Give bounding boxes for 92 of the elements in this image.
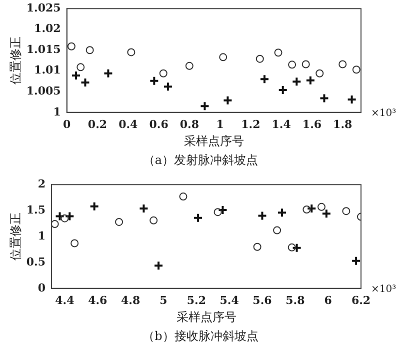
x-tick-label: 4.6 [88,294,108,307]
x-tick-label: 1.4 [272,118,292,131]
x-tick-label: 1.6 [302,118,322,131]
point [60,214,69,222]
point [278,84,288,95]
x-tick-label: 0.6 [149,118,169,131]
x-tick-label: 0.8 [180,118,200,131]
x-tick-label: 6 [324,294,332,307]
y-tick-label: 1.005 [26,84,61,98]
point [274,48,282,57]
x-tick-label: 5.8 [286,294,306,307]
point [292,76,302,87]
point [288,243,296,252]
x-tick-label: 0 [63,118,72,131]
y-tick-label: 1 [38,229,46,242]
x-axis-title: 采样点序号 [176,310,236,324]
point [302,206,311,214]
point [54,211,65,222]
point [71,70,82,80]
point [319,93,330,104]
point [86,46,94,54]
x-tick-label: 0.2 [88,118,108,131]
point [89,201,100,212]
point [185,62,194,70]
y-tick-label: 1.01 [34,64,61,77]
point [276,208,287,218]
point [288,60,296,69]
x-tick-label: 5.4 [220,294,240,307]
point [316,69,324,78]
point [52,220,59,228]
text: （a）发射脉冲斜坡点 [142,152,260,169]
point [346,94,357,105]
y-tick-label: 1.02 [34,22,61,36]
point [273,226,282,234]
point [200,101,210,112]
text: ×10³ [371,284,396,295]
x-tick-label: 5.2 [186,294,206,307]
point [257,210,268,221]
y-axis-title: 位置修正 [8,36,22,84]
y-tick-label: 2 [38,177,46,190]
x-tick-label: 4.4 [55,294,75,307]
point [218,205,228,216]
point [321,208,332,219]
point [219,53,228,62]
y-axis-title: 位置修正 [8,212,22,260]
text: （b）接收脉冲斜坡点 [142,328,260,345]
point [351,256,361,266]
point [302,60,310,68]
point [80,78,90,88]
point [193,212,204,223]
point [159,69,168,78]
y-tick-label: 0 [38,281,46,294]
point [338,60,347,68]
point [317,202,326,211]
x-axis-title: 采样点序号 [184,134,244,148]
point [154,260,164,271]
point [306,203,317,214]
y-tick-label: 1.015 [26,42,61,56]
point [342,207,350,216]
y-tick-label: 0.5 [26,255,46,268]
point [70,239,79,248]
x-tick-label: 4.8 [120,294,140,307]
y-tick-label: 1.025 [26,1,61,14]
x-tick-label: 1.2 [241,118,260,131]
point [179,192,188,201]
point [256,54,264,63]
point [115,218,124,226]
point [64,211,75,222]
x-tick-label: 1 [216,118,224,131]
point [127,48,136,56]
point [222,95,233,106]
point [214,208,222,216]
x-tick-label: 5.6 [252,294,272,307]
text: ×10³ [371,108,396,119]
point [259,74,270,84]
point [305,75,316,86]
y-tick-label: 1 [53,105,61,118]
point [76,63,85,72]
x-tick-label: 6.2 [351,294,371,307]
x-tick-label: 0.4 [118,118,138,131]
x-tick-label: 5 [160,294,168,307]
point [150,216,158,224]
point [138,203,149,214]
point [352,66,360,74]
point [162,82,173,92]
point [67,42,76,50]
point [103,68,114,78]
y-tick-label: 1.5 [26,203,46,216]
point [253,242,262,251]
point [292,242,302,253]
point [149,76,160,86]
x-tick-label: 1.8 [333,118,353,131]
